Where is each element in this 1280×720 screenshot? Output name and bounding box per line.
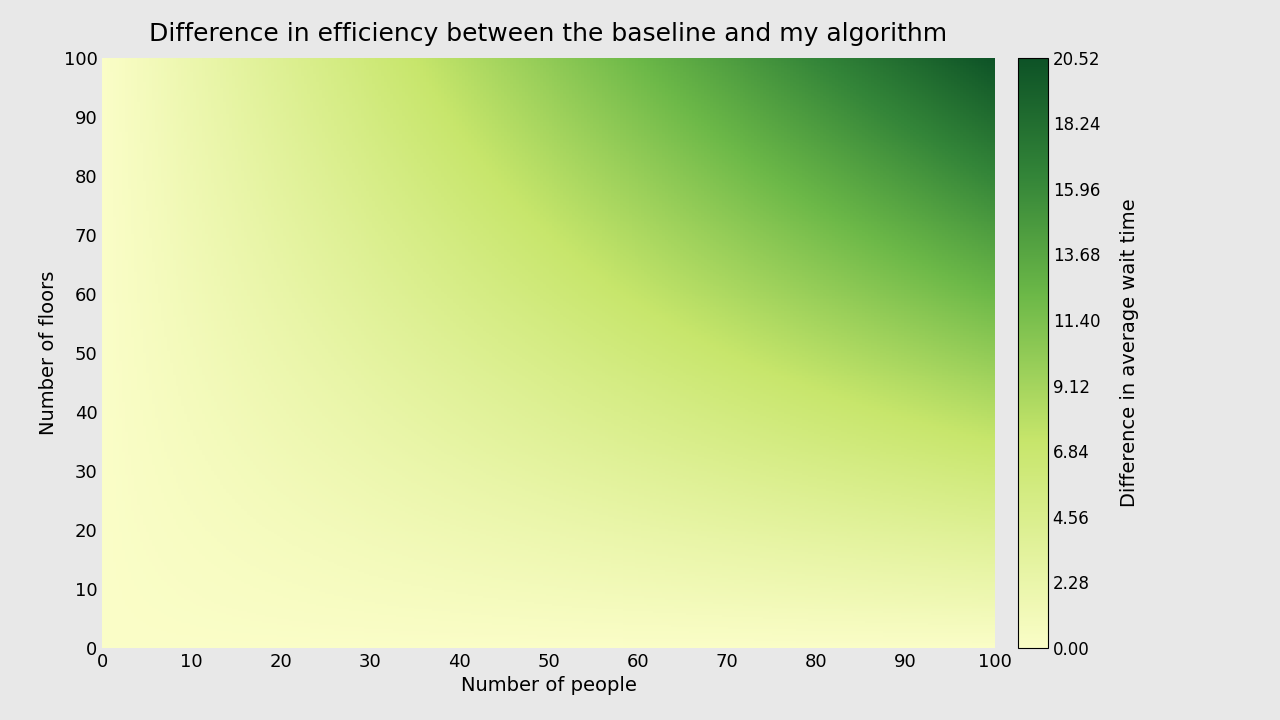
Y-axis label: Difference in average wait time: Difference in average wait time [1120,199,1139,507]
X-axis label: Number of people: Number of people [461,676,636,696]
Title: Difference in efficiency between the baseline and my algorithm: Difference in efficiency between the bas… [150,22,947,46]
Y-axis label: Number of floors: Number of floors [40,271,58,435]
